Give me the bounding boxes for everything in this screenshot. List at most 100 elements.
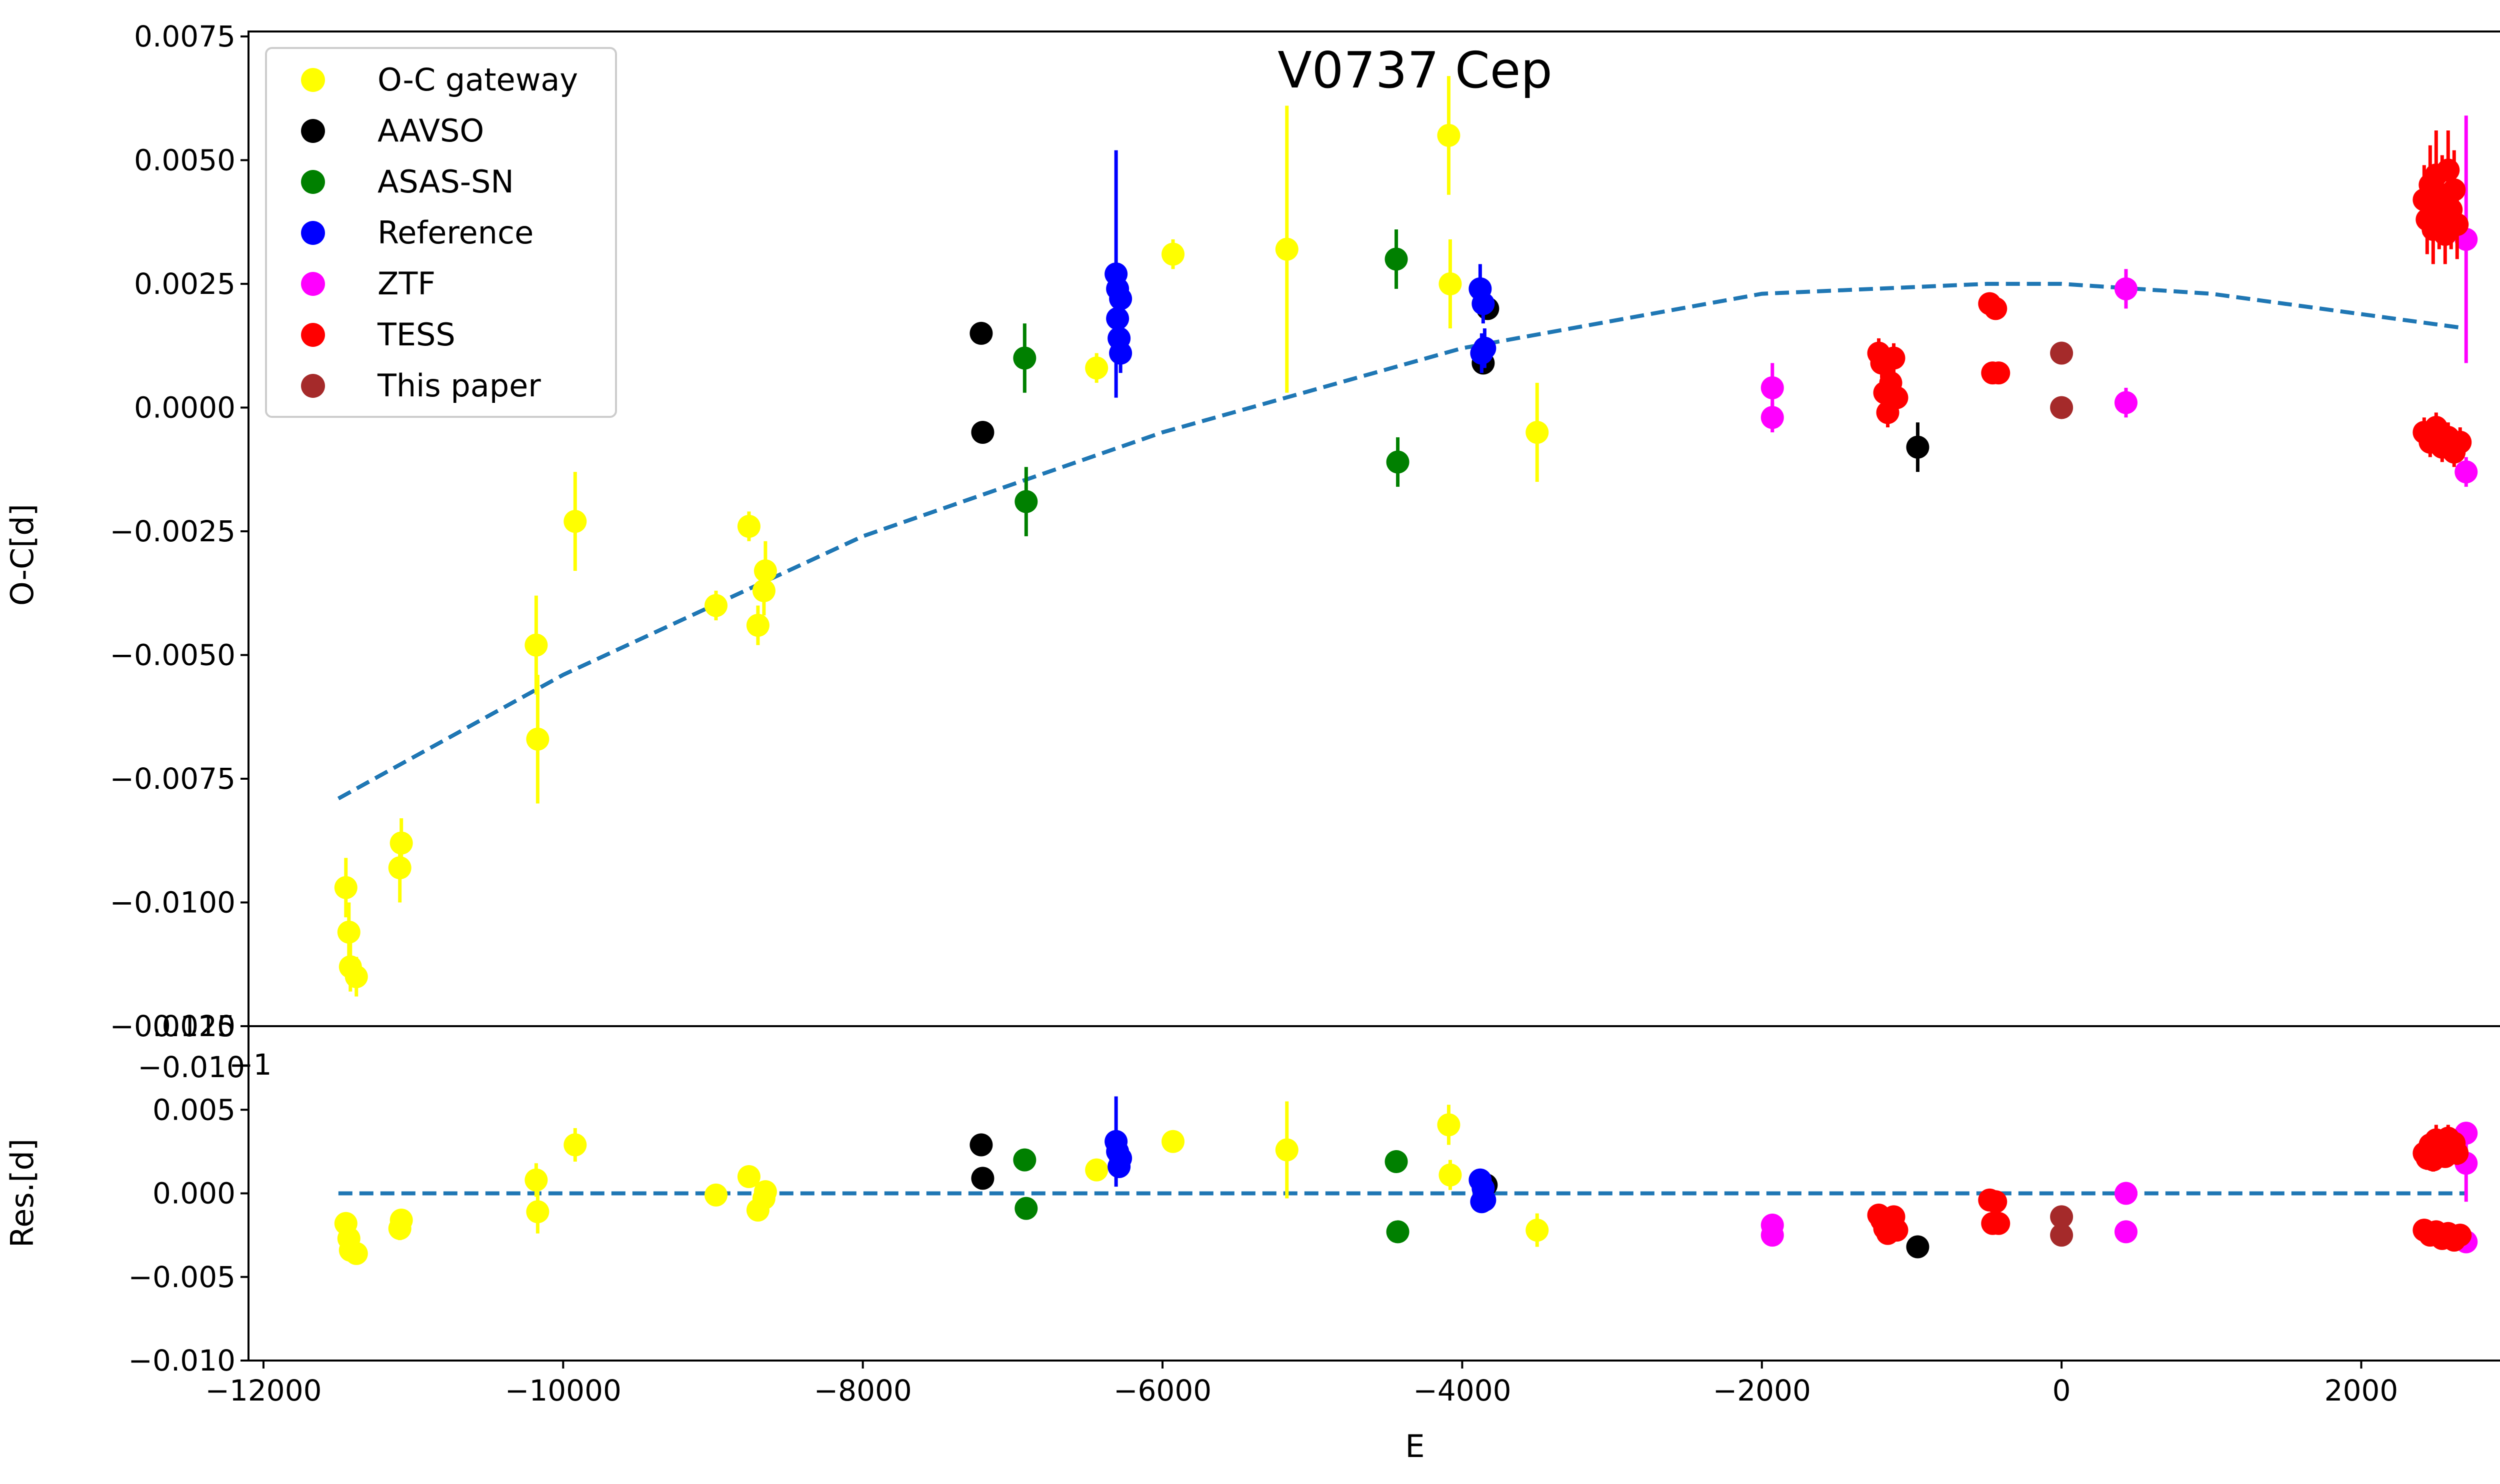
tess-point [1984,297,2008,320]
top-ytick-label: 0.0025 [134,267,236,301]
legend-label-aavso: AAVSO [378,112,484,149]
this-paper-point [2050,341,2074,365]
tess-point [1987,1212,2010,1235]
aavso-point [1906,435,1930,459]
ztf-point [2454,460,2478,484]
o-c-gateway-point [390,1209,413,1232]
o-c-gateway-point [746,614,770,637]
xtick-label: −2000 [1713,1374,1811,1408]
tess-point [2446,1142,2469,1165]
reference-point [1473,336,1496,360]
bottom-ytick-label: 0.005 [152,1093,236,1127]
o-c-gateway-point [344,1242,368,1265]
o-c-gateway-point [524,633,548,657]
asas-sn-point [1014,490,1038,513]
legend-marker-asas-sn [301,170,325,194]
bottom-ytick-label: 0.010 [152,1009,236,1043]
oc-panel: 0.0075 0.0050 0.0025 0.0000 −0.0025 −0.0050 −0… [4,19,2500,1084]
xtick-label: −6000 [1114,1374,1212,1408]
oc-points-layer [334,76,2478,997]
this-paper-point [2050,396,2074,419]
ztf-point [1760,376,1784,399]
legend-marker-this-paper [301,374,325,398]
o-c-gateway-point [1438,272,1462,295]
residuals-panel: 0.0100.0050.000−0.005−0.010 −12000 −10000… [4,1009,2500,1465]
o-c-gateway-point [334,876,358,899]
bottom-ytick-label: 0.000 [152,1177,236,1211]
asas-sn-point [1384,247,1408,271]
tess-point [1984,1190,2008,1214]
o-c-gateway-point [1085,1158,1108,1182]
aavso-point [970,1133,993,1157]
asas-sn-point [1013,1148,1036,1172]
o-c-gateway-point [1085,356,1108,380]
o-c-gateway-point [524,1168,548,1192]
o-c-gateway-point [526,727,550,751]
reference-point [1109,341,1132,365]
asas-sn-point [1386,450,1410,474]
ztf-point [2114,277,2138,300]
ztf-point [2114,391,2138,414]
xtick-label: −8000 [814,1374,912,1408]
tess-point [2448,430,2472,454]
legend: O-C gateway AAVSO ASAS-SN Reference ZTF TESS T… [265,47,617,418]
o-c-gateway-point [337,920,360,944]
legend-marker-ztf [301,272,325,296]
o-c-gateway-point [754,559,777,583]
o-c-gateway-point [1526,420,1549,444]
asas-sn-point [1386,1220,1410,1244]
xtick-label: −12000 [205,1374,322,1408]
o-c-gateway-point [737,515,760,538]
aavso-point [970,321,993,345]
legend-box [265,47,617,418]
bottom-y-axis-label: Res.[d] [4,1139,40,1248]
xtick-label: 0 [2052,1374,2071,1408]
legend-label-o-c-gateway: O-C gateway [378,61,578,98]
overlap-artifact-xtick: −1 [229,1048,272,1082]
o-c-gateway-point [737,1165,760,1189]
top-ytick-label: −0.0100 [110,885,236,919]
asas-sn-point [1014,1197,1038,1220]
o-c-gateway-point [1162,242,1185,266]
xtick-label: 2000 [2324,1374,2398,1408]
asas-sn-point [1384,1150,1408,1173]
ztf-point [1760,406,1784,429]
aavso-point [971,420,994,444]
x-ticks: −12000 −10000 −8000 −6000 −4000 −2000 0 2000 [205,1361,2398,1408]
top-ytick-label: 0.0050 [134,143,236,177]
legend-marker-reference [301,221,325,245]
x-axis-label: E [1405,1428,1424,1465]
tess-point [1885,386,1908,409]
top-ytick-label: −0.0075 [110,762,236,796]
aavso-point [1906,1235,1930,1259]
legend-label-reference: Reference [378,214,534,251]
o-c-gateway-point [526,1200,550,1224]
chart-title: V0737 Cep [1278,41,1552,99]
reference-point [1472,292,1495,315]
o-c-gateway-point [704,594,728,617]
o-c-gateway-point [704,1183,728,1207]
o-c-gateway-point [1162,1130,1185,1153]
o-c-gateway-point [564,1133,587,1157]
tess-point [2446,213,2469,236]
aavso-point [971,1167,994,1190]
tess-point [2442,178,2466,201]
o-c-gateway-point [1437,123,1460,147]
this-paper-point [2050,1205,2074,1229]
xtick-label: −10000 [505,1374,622,1408]
o-c-gateway-point [564,510,587,533]
legend-marker-tess [301,323,325,347]
overlap-artifact-tick: −0.010 [138,1050,245,1084]
legend-label-this-paper: This paper [377,367,541,404]
bottom-y-ticks: 0.010 0.005 0.000 −0.005 −0.010 [128,1009,248,1378]
residual-points-layer [334,1096,2478,1265]
legend-label-ztf: ZTF [378,265,436,302]
bottom-ytick-label: −0.010 [128,1344,236,1378]
legend-marker-o-c-gateway [301,68,325,92]
asas-sn-point [1013,346,1036,370]
top-ytick-label: 0.0000 [134,390,236,424]
reference-point [1473,1188,1496,1212]
top-ytick-label: 0.0075 [134,19,236,53]
ztf-point [2114,1182,2138,1205]
